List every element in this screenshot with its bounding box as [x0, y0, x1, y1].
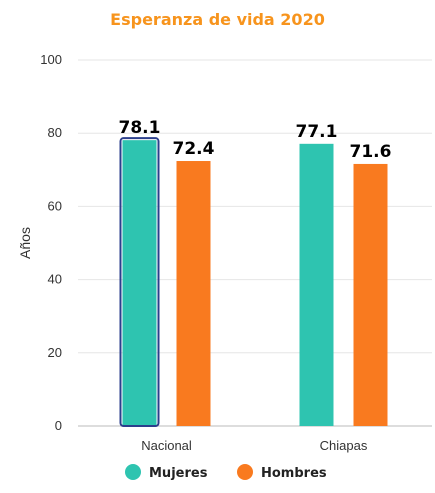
data-label-hombres-nacional: 72.4	[173, 139, 215, 159]
x-tick-label-chiapas: Chiapas	[320, 438, 368, 453]
bar-mujeres-chiapas[interactable]	[299, 143, 334, 426]
y-axis-ticks: 0 20 40 60 80 100	[40, 52, 62, 433]
y-tick-label-80: 80	[48, 125, 62, 140]
bar-hombres-nacional[interactable]	[176, 161, 211, 427]
bar-highlight-outline	[119, 137, 160, 428]
bars	[119, 137, 388, 428]
y-tick-label-20: 20	[48, 345, 62, 360]
y-tick-label-0: 0	[55, 418, 62, 433]
data-labels: 78.1 72.4 77.1 71.6	[119, 118, 392, 162]
data-label-hombres-chiapas: 71.6	[350, 142, 392, 162]
x-axis-ticks: Nacional Chiapas	[141, 438, 368, 453]
y-tick-label-100: 100	[40, 52, 62, 67]
bar-hombres-chiapas[interactable]	[353, 163, 388, 426]
y-tick-label-40: 40	[48, 272, 62, 287]
chart-title: Esperanza de vida 2020	[110, 10, 325, 29]
legend-marker-mujeres[interactable]	[125, 464, 141, 480]
y-axis-title: Años	[17, 227, 33, 259]
legend-marker-hombres[interactable]	[237, 464, 253, 480]
data-label-mujeres-nacional: 78.1	[119, 118, 161, 138]
bar-mujeres-nacional[interactable]	[122, 140, 157, 427]
y-tick-label-60: 60	[48, 198, 62, 213]
legend-label-mujeres[interactable]: Mujeres	[149, 466, 208, 481]
legend-label-hombres[interactable]: Hombres	[261, 466, 327, 481]
legend: Mujeres Hombres	[125, 464, 327, 481]
data-label-mujeres-chiapas: 77.1	[296, 122, 338, 142]
x-tick-label-nacional: Nacional	[141, 438, 192, 453]
